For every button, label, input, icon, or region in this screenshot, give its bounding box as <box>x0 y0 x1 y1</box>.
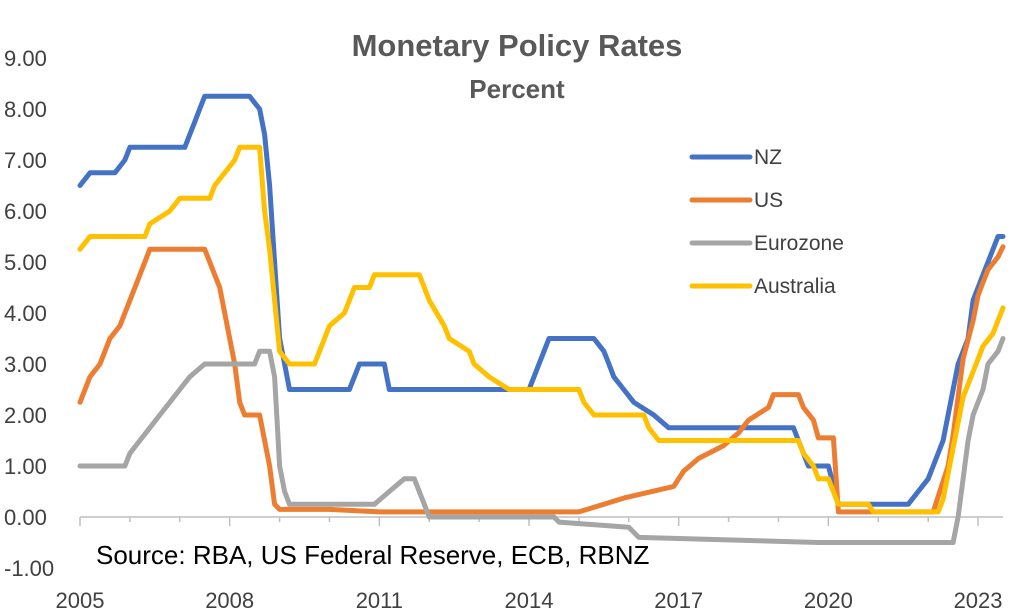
y-tick-label: 5.00 <box>4 250 47 275</box>
x-tick-label: 2008 <box>205 588 254 613</box>
x-tick-label: 2014 <box>505 588 554 613</box>
chart-subtitle: Percent <box>469 74 565 104</box>
y-tick-label: 9.00 <box>4 46 47 71</box>
legend-label-us: US <box>754 189 783 212</box>
source-note: Source: RBA, US Federal Reserve, ECB, RB… <box>96 540 650 570</box>
x-axis: 2005 2008 2011 2014 2017 2020 2023 <box>56 516 1003 613</box>
y-tick-label: -1.00 <box>4 556 54 581</box>
series-group <box>77 93 1006 545</box>
y-tick-label: 1.00 <box>4 454 47 479</box>
y-tick-label: 8.00 <box>4 97 47 122</box>
legend-label-nz: NZ <box>754 146 782 169</box>
x-tick-label: 2017 <box>654 588 703 613</box>
x-tick-label: 2020 <box>804 588 853 613</box>
chart-title: Monetary Policy Rates <box>352 28 683 63</box>
legend: NZ US Eurozone Australia <box>689 146 844 298</box>
x-tick-label: 2023 <box>954 588 1003 613</box>
series-line-us <box>77 244 1006 515</box>
y-tick-label: 2.00 <box>4 403 47 428</box>
x-tick-label: 2011 <box>356 588 403 613</box>
legend-label-australia: Australia <box>754 275 836 298</box>
series-line-eurozone <box>77 336 1006 545</box>
y-tick-label: 3.00 <box>4 352 47 377</box>
series-line-nz <box>77 93 1006 507</box>
y-tick-label: 6.00 <box>4 199 47 224</box>
x-tick-label: 2005 <box>56 588 105 613</box>
y-tick-label: 4.00 <box>4 301 47 326</box>
y-tick-label: 7.00 <box>4 148 47 173</box>
legend-label-eurozone: Eurozone <box>754 232 844 255</box>
y-tick-label: 0.00 <box>4 505 47 530</box>
y-axis: -1.00 0.00 1.00 2.00 3.00 4.00 5.00 6.00 7.00 8.0… <box>4 46 54 581</box>
series-line-australia <box>77 144 1006 515</box>
